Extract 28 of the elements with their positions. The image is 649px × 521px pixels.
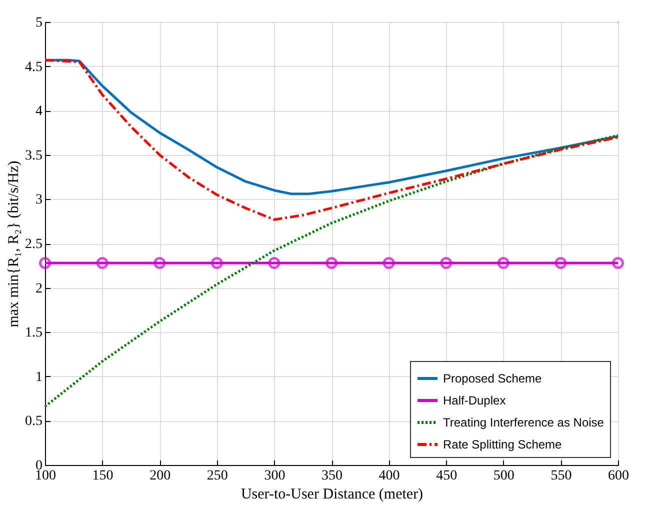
- x-tick-label: 550: [550, 468, 572, 484]
- y-tick-label: 3.5: [25, 148, 42, 164]
- y-tick-label: 0.5: [25, 414, 42, 430]
- y-tick-label: 4.5: [25, 60, 42, 75]
- y-tick-label: 1: [36, 370, 42, 385]
- legend-label: Proposed Scheme: [443, 372, 542, 386]
- legend-label: Half-Duplex: [443, 394, 506, 408]
- x-axis-title: User-to-User Distance (meter): [240, 486, 424, 502]
- x-tick-label: 600: [608, 468, 629, 484]
- y-tick-label: 2.5: [25, 237, 42, 252]
- x-tick-label: 450: [436, 468, 458, 484]
- y-tick-label: 5: [36, 16, 42, 30]
- x-tick-label: 400: [378, 468, 400, 484]
- x-tick-label: 200: [150, 468, 171, 484]
- x-tick-label: 300: [264, 468, 286, 484]
- x-tick-label: 250: [206, 468, 228, 484]
- line-series: [44, 134, 620, 408]
- y-tick-label: 3: [36, 192, 42, 208]
- x-tick-label: 500: [493, 468, 514, 484]
- y-tick-label: 4: [36, 104, 42, 120]
- x-tick-label: 350: [322, 468, 342, 484]
- legend-label: Treating Interference as Noise: [443, 416, 604, 430]
- y-tick-label: 2: [36, 281, 42, 296]
- line-series: [44, 58, 620, 221]
- legend-label: Rate Splitting Scheme: [443, 438, 562, 452]
- y-axis-title: max min{R₁, R₂} (bit/s/Hz): [6, 160, 22, 328]
- y-tick-label: 1.5: [25, 326, 42, 341]
- x-tick-label: 150: [92, 468, 114, 484]
